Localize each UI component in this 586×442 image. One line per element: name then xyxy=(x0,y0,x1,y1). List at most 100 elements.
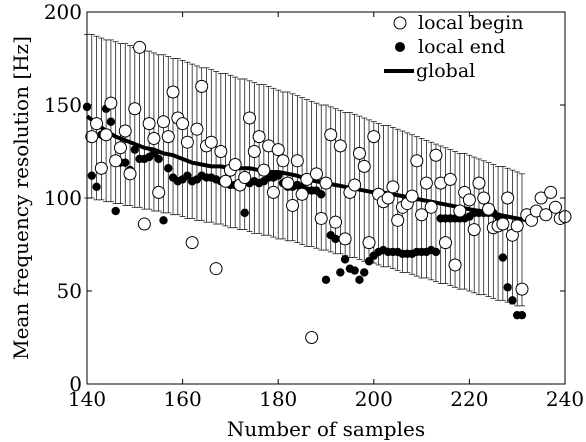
point-local-begin xyxy=(99,128,113,142)
legend-label-global: global xyxy=(416,60,475,82)
point-local-begin xyxy=(290,154,304,168)
point-local-begin xyxy=(424,200,438,214)
point-local-begin xyxy=(128,102,142,116)
point-local-begin xyxy=(305,331,319,344)
point-local-begin xyxy=(544,185,558,199)
point-local-begin xyxy=(405,189,419,203)
point-local-begin xyxy=(295,187,309,201)
point-local-begin xyxy=(329,215,343,229)
point-local-begin xyxy=(118,124,132,138)
point-local-end xyxy=(87,171,96,180)
point-local-begin xyxy=(410,154,424,168)
point-local-begin xyxy=(381,191,395,205)
point-local-begin xyxy=(137,217,151,231)
y-tick-label: 50 xyxy=(57,279,82,303)
point-local-end xyxy=(240,208,249,218)
point-local-end xyxy=(106,117,116,126)
point-local-begin xyxy=(156,115,170,129)
x-tick-label: 200 xyxy=(355,387,393,411)
point-local-begin xyxy=(338,232,352,246)
point-local-end xyxy=(154,154,163,164)
point-local-end xyxy=(317,190,326,199)
point-local-end xyxy=(164,164,173,173)
point-local-begin xyxy=(271,143,285,157)
point-local-end xyxy=(503,283,512,292)
point-local-begin xyxy=(386,180,400,194)
point-local-begin xyxy=(515,282,529,296)
legend-marker-local-end xyxy=(395,42,405,52)
point-local-begin xyxy=(238,171,252,185)
legend-label-local-end: local end xyxy=(418,36,505,58)
y-ticks: 0 50 100 150 200 xyxy=(44,0,565,396)
x-tick-label: 180 xyxy=(259,387,297,411)
point-local-begin xyxy=(113,141,127,155)
point-local-begin xyxy=(453,204,467,218)
point-local-begin xyxy=(219,174,233,188)
point-local-end xyxy=(364,257,374,266)
point-local-begin xyxy=(357,159,371,173)
point-local-begin xyxy=(443,172,457,186)
point-local-end xyxy=(159,216,168,225)
point-local-begin xyxy=(243,111,257,125)
y-axis-label: Mean frequency resolution [Hz] xyxy=(9,36,33,360)
y-tick-label: 100 xyxy=(44,186,82,210)
point-local-begin xyxy=(85,130,99,144)
legend: local begin local end global xyxy=(384,12,523,82)
legend-marker-local-begin xyxy=(393,16,407,30)
point-local-begin xyxy=(214,145,228,158)
point-local-begin xyxy=(152,185,166,199)
point-local-begin xyxy=(185,236,199,250)
y-tick-label: 200 xyxy=(44,0,82,24)
point-local-end xyxy=(149,149,159,158)
point-local-begin xyxy=(367,130,381,144)
point-local-begin xyxy=(415,208,429,222)
point-local-begin xyxy=(348,178,362,192)
point-local-begin xyxy=(276,154,290,168)
point-local-begin xyxy=(147,131,161,145)
y-tick-label: 150 xyxy=(44,93,82,117)
point-local-begin xyxy=(477,191,491,205)
point-local-begin xyxy=(161,130,175,144)
point-local-begin xyxy=(324,128,338,142)
point-local-begin xyxy=(190,122,204,136)
point-local-begin xyxy=(266,185,280,199)
point-local-begin xyxy=(281,176,295,190)
point-local-end xyxy=(130,145,139,154)
point-local-begin xyxy=(482,202,496,216)
legend-label-local-begin: local begin xyxy=(418,12,523,34)
point-local-begin xyxy=(391,213,405,227)
point-local-begin xyxy=(94,161,108,175)
point-local-end xyxy=(517,310,527,320)
point-local-end xyxy=(431,247,441,257)
point-local-begin xyxy=(252,130,266,144)
point-local-begin xyxy=(462,193,476,207)
point-local-begin xyxy=(180,135,194,149)
point-local-begin xyxy=(195,79,209,93)
point-local-end xyxy=(508,296,517,305)
point-local-end xyxy=(360,268,369,277)
point-local-begin xyxy=(319,176,333,190)
point-local-begin xyxy=(286,198,300,212)
point-local-begin xyxy=(300,172,314,186)
point-local-begin xyxy=(166,85,180,99)
point-local-end xyxy=(111,206,120,216)
point-local-begin xyxy=(534,191,548,205)
point-local-begin xyxy=(496,217,510,231)
x-tick-label: 140 xyxy=(68,387,106,411)
point-local-begin xyxy=(257,163,271,177)
point-local-begin xyxy=(419,176,433,190)
point-local-begin xyxy=(352,146,366,160)
point-local-begin xyxy=(539,208,553,222)
point-local-end xyxy=(183,171,192,180)
point-local-end xyxy=(274,171,283,180)
point-local-end xyxy=(92,182,101,192)
x-tick-label: 220 xyxy=(450,387,488,411)
point-local-begin xyxy=(142,117,156,131)
point-local-begin xyxy=(309,167,323,181)
point-local-begin xyxy=(247,145,261,158)
point-local-begin xyxy=(104,96,118,110)
point-local-begin xyxy=(228,158,242,172)
x-tick-label: 160 xyxy=(164,387,202,411)
point-local-begin xyxy=(314,211,328,225)
